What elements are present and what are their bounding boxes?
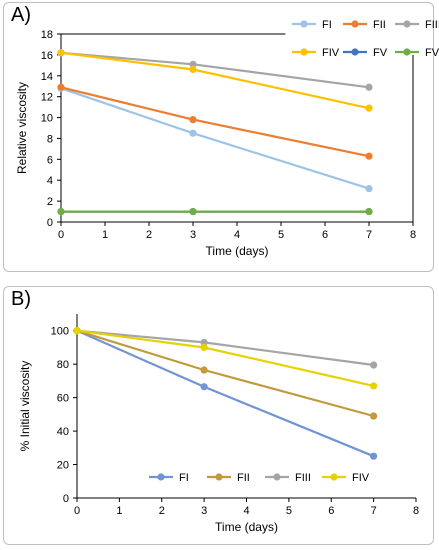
data-point-fiii [189,60,197,68]
series-line-fii [76,329,374,418]
x-tick-label: 6 [328,505,334,517]
data-point-fiii [365,83,373,91]
x-tick-label: 7 [366,229,372,241]
data-point-fii [370,412,378,420]
y-tick-label: 20 [57,460,69,472]
x-tick-label: 2 [146,229,152,241]
x-tick-label: 7 [371,505,377,517]
data-point-fiv [189,65,197,74]
legend-marker-fi [157,473,165,481]
x-tick-label: 6 [322,229,328,241]
legend-label-fiii: FIII [425,19,439,31]
chart-panel-b: B) 0 1 2 3 4 5 6 7 8 0 20 40 60 80 100 Time (days)% Ini… [3,286,434,545]
panel-label-b: B) [11,288,31,310]
x-tick-label: 4 [243,505,249,517]
legend-marker-fvi [403,48,411,56]
data-point-fii [365,152,373,160]
legend-marker-fi [300,20,308,28]
x-tick-label: 5 [278,229,284,241]
data-point-fvi [365,207,373,216]
x-tick-label: 8 [410,229,416,241]
legend-marker-fii [215,473,223,481]
series-line-fi [60,87,370,190]
y-tick-label: 4 [47,175,53,187]
data-point-fiv [365,104,373,112]
y-axis-title: Relative viscosity [15,82,29,174]
legend-marker-fiii [403,20,411,28]
legend-label-fii: FII [373,19,386,31]
data-point-fii [57,83,65,91]
legend-label-fvi: FVI [425,47,439,59]
y-tick-label: 60 [57,393,69,405]
x-tick-label: 3 [201,505,207,517]
data-point-fi [200,383,208,391]
legend-label-fiii: FIII [295,472,311,484]
x-tick-label: 1 [102,229,108,241]
data-point-fii [189,116,197,124]
y-axis-title: % Initial viscosity [18,361,32,452]
data-point-fi [365,184,373,193]
y-tick-label: 0 [47,217,53,229]
data-point-fiii [370,361,378,369]
x-tick-label: 0 [58,229,64,241]
data-point-fii [200,366,208,374]
legend-label-fiv: FIV [352,472,370,484]
legend-label-fi: FI [179,472,189,484]
data-point-fiv [200,343,208,352]
legend-marker-fii [351,20,359,28]
panel-label-a: A) [11,4,31,26]
x-tick-label: 3 [190,229,196,241]
data-point-fi [189,129,197,137]
y-tick-label: 6 [47,154,53,166]
data-point-fiv [370,382,378,390]
y-tick-label: 40 [57,426,69,438]
legend-marker-fv [351,48,359,56]
y-tick-label: 80 [57,359,69,371]
legend-label-fii: FII [237,472,250,484]
data-point-fiv [57,49,65,57]
x-axis-title: Time (days) [206,244,269,258]
x-tick-label: 8 [413,505,419,517]
y-tick-label: 100 [51,326,69,338]
legend-label-fv: FV [373,47,388,59]
data-point-fvi [57,207,65,216]
y-tick-label: 10 [41,113,53,125]
x-tick-label: 0 [74,505,80,517]
series-line-fi [76,329,375,458]
chart-panel-a: A) 0 1 2 3 4 5 6 7 8 0 2 4 6 8 10 12 14 16 18 Time (days) Re… [3,2,439,272]
legend-label-fiv: FIV [322,47,340,59]
x-tick-label: 1 [116,505,122,517]
x-tick-label: 5 [286,505,292,517]
x-tick-label: 2 [159,505,165,517]
legend-marker-fiv [330,473,338,481]
y-tick-label: 16 [41,50,53,62]
y-tick-label: 18 [41,29,53,41]
data-point-fi [370,452,378,460]
x-tick-label: 4 [234,229,240,241]
legend-label-fi: FI [322,19,332,31]
legend-marker-fiv [300,48,308,56]
y-tick-label: 14 [41,71,53,83]
legend-marker-fiii [273,473,281,481]
y-tick-label: 0 [63,493,69,505]
data-point-fvi [189,207,197,216]
data-point-fiii [200,338,208,347]
y-tick-label: 2 [47,196,53,208]
y-tick-label: 8 [47,133,53,145]
x-axis-title: Time (days) [215,520,278,534]
y-tick-label: 12 [41,92,53,104]
data-point-fiv [73,327,81,335]
